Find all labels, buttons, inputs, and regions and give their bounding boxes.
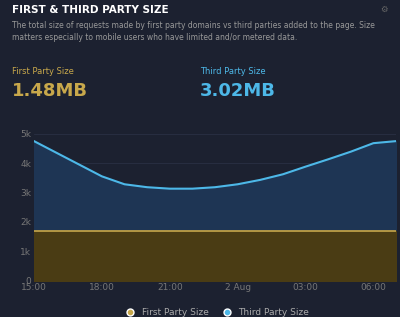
- Text: FIRST & THIRD PARTY SIZE: FIRST & THIRD PARTY SIZE: [12, 5, 169, 15]
- Text: 1.48MB: 1.48MB: [12, 82, 88, 100]
- Text: Third Party Size: Third Party Size: [200, 67, 266, 75]
- Text: The total size of requests made by first party domains vs third parties added to: The total size of requests made by first…: [12, 21, 375, 42]
- Text: First Party Size: First Party Size: [12, 67, 74, 75]
- Legend: First Party Size, Third Party Size: First Party Size, Third Party Size: [117, 304, 313, 317]
- Text: 3.02MB: 3.02MB: [200, 82, 276, 100]
- Text: ⚙: ⚙: [380, 5, 388, 14]
